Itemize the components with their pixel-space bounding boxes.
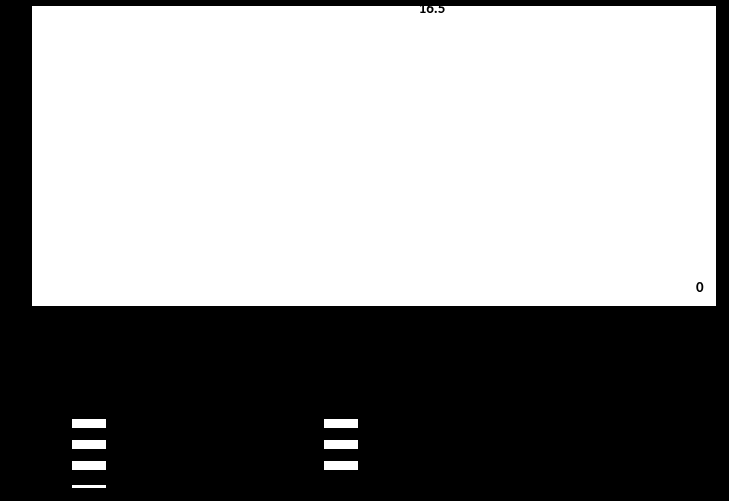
x-tick-label: jun/16: [486, 326, 501, 362]
y-tick-label: -2: [0, 205, 26, 220]
x-tick-label: out/16: [592, 325, 607, 362]
x-tick-label: fev/15: [65, 327, 80, 362]
legend-item: Bens de capital: [72, 457, 206, 475]
x-tick-label: jan/16: [355, 327, 370, 362]
legend-label: Serviços: [364, 457, 415, 475]
y-tick-label: -4: [0, 224, 26, 239]
x-tick-label: dez/15: [329, 325, 344, 362]
legend-label: Extrativa Mineral: [364, 415, 471, 433]
y-tick-label: 4: [0, 149, 26, 164]
legend-swatch: [324, 440, 358, 449]
y-tick-label: -12: [0, 299, 26, 314]
legend-label: Bens de capital: [112, 457, 206, 475]
x-tick-label: nov/15: [302, 323, 317, 362]
x-tick-label: fev/17: [697, 327, 712, 362]
legend-line-swatch: [72, 485, 106, 488]
x-tick-label: set/15: [250, 327, 265, 362]
legend-label: Bens de consumo: [112, 436, 221, 454]
x-tick-label: jan/15: [39, 327, 54, 362]
legend-item: Bens de consumo: [72, 436, 221, 454]
x-tick-label: mai/16: [460, 323, 475, 362]
y-tick-label: 8: [0, 111, 26, 126]
x-tick-label: set/16: [565, 327, 580, 362]
chart-annotation: 16.5: [419, 0, 446, 18]
legend-item: Bens intermediários: [324, 436, 489, 454]
y-tick-label: -8: [0, 261, 26, 276]
y-tick-label: 14: [0, 55, 26, 70]
x-tick-label: fev/16: [381, 327, 396, 362]
y-tick-label: 10: [0, 92, 26, 107]
legend-swatch: [72, 461, 106, 470]
y-tick-label: 6: [0, 130, 26, 145]
x-tick-label: ago/16: [539, 324, 554, 362]
x-tick-label: nov/16: [618, 323, 633, 362]
y-tick-label: 18: [0, 17, 26, 32]
x-tick-label: out/15: [276, 325, 291, 362]
legend-swatch: [324, 461, 358, 470]
x-tick-label: mar/16: [407, 322, 422, 362]
legend-item: Serviços: [324, 457, 415, 475]
x-tick-label: abr/15: [118, 325, 133, 362]
y-tick-label: 0: [0, 186, 26, 201]
x-tick-label: mar/15: [92, 322, 107, 362]
legend-label: Exportações totais: [112, 478, 227, 496]
x-tick-label: jul/15: [197, 330, 212, 362]
legend-swatch: [324, 419, 358, 428]
y-tick-label: 2: [0, 167, 26, 182]
legend-item: Exportações totais: [72, 478, 227, 496]
plot-area: [32, 6, 716, 306]
x-tick-label: dez/16: [644, 325, 659, 362]
x-tick-label: jan/17: [671, 327, 686, 362]
x-tick-label: mai/15: [144, 323, 159, 362]
legend-item: Produtos Agropecuários: [72, 415, 262, 433]
x-tick-label: abr/16: [434, 325, 449, 362]
x-tick-label: jun/15: [171, 326, 186, 362]
legend-item: Extrativa Mineral: [324, 415, 471, 433]
legend-swatch: [72, 419, 106, 428]
legend-label: Bens intermediários: [364, 436, 489, 454]
chart-legend: Produtos Agropecuários Extrativa Mineral B…: [72, 413, 729, 497]
chart-root: 20181614121086420-2-4-6-8-10-12 jan/15fe…: [0, 0, 729, 501]
chart-annotation: 0: [696, 279, 704, 297]
x-tick-label: ago/15: [223, 324, 238, 362]
y-tick-label: 20: [0, 0, 26, 14]
x-tick-label: jul/16: [513, 330, 528, 362]
y-tick-label: 12: [0, 74, 26, 89]
y-tick-label: 16: [0, 36, 26, 51]
y-tick-label: -6: [0, 242, 26, 257]
legend-label: Produtos Agropecuários: [112, 415, 262, 433]
y-tick-label: -10: [0, 280, 26, 295]
legend-swatch: [72, 440, 106, 449]
